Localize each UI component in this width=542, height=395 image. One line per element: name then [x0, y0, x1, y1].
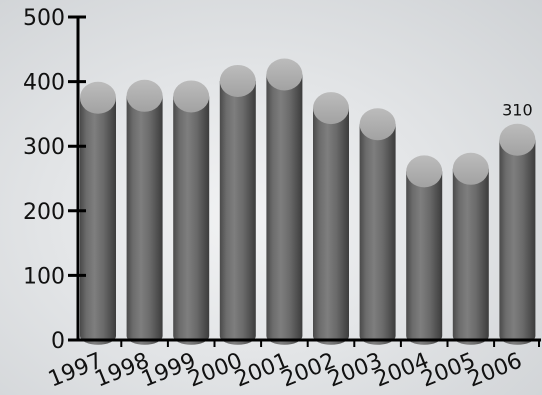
bar-body: [173, 96, 210, 345]
bar-2002: [313, 92, 349, 345]
bar-1997: [80, 81, 116, 345]
axes-layer: [68, 15, 541, 347]
bar-body: [406, 171, 443, 345]
y-tick-label-100: 100: [23, 264, 65, 289]
bar-2006: [499, 123, 536, 345]
bar-cap: [359, 108, 396, 141]
y-tick-label-0: 0: [51, 329, 65, 354]
bar-2003: [359, 108, 396, 345]
bar-cap: [126, 79, 163, 112]
bar-1998: [126, 79, 163, 345]
data-label-2006: 310: [502, 101, 533, 120]
bar-cap: [80, 81, 116, 114]
bar-2005: [452, 152, 489, 345]
x-tick-label-2006: 2006: [464, 348, 525, 392]
bar-body: [359, 124, 396, 345]
bar-2000: [219, 64, 256, 345]
bar-cap: [266, 58, 303, 91]
bar-2001: [266, 58, 303, 345]
bar-cap: [406, 155, 443, 188]
bar-body: [80, 97, 116, 345]
bar-cap: [313, 92, 349, 125]
bar-body: [313, 108, 349, 345]
y-tick-label-300: 300: [23, 135, 65, 160]
bar-body: [266, 74, 303, 345]
bar-body: [452, 168, 489, 345]
bar-body: [499, 139, 536, 345]
y-tick-label-200: 200: [23, 200, 65, 225]
bar-body: [219, 80, 256, 345]
bar-cap: [173, 80, 210, 113]
bar-cap: [499, 123, 536, 156]
bars-layer: [80, 58, 536, 345]
y-tick-label-400: 400: [23, 71, 65, 96]
y-tick-label-500: 500: [23, 6, 65, 31]
bar-cap: [452, 152, 489, 185]
bar-body: [126, 95, 163, 345]
bar-1999: [173, 80, 210, 345]
bar-cap: [219, 64, 256, 97]
bar-2004: [406, 155, 443, 345]
